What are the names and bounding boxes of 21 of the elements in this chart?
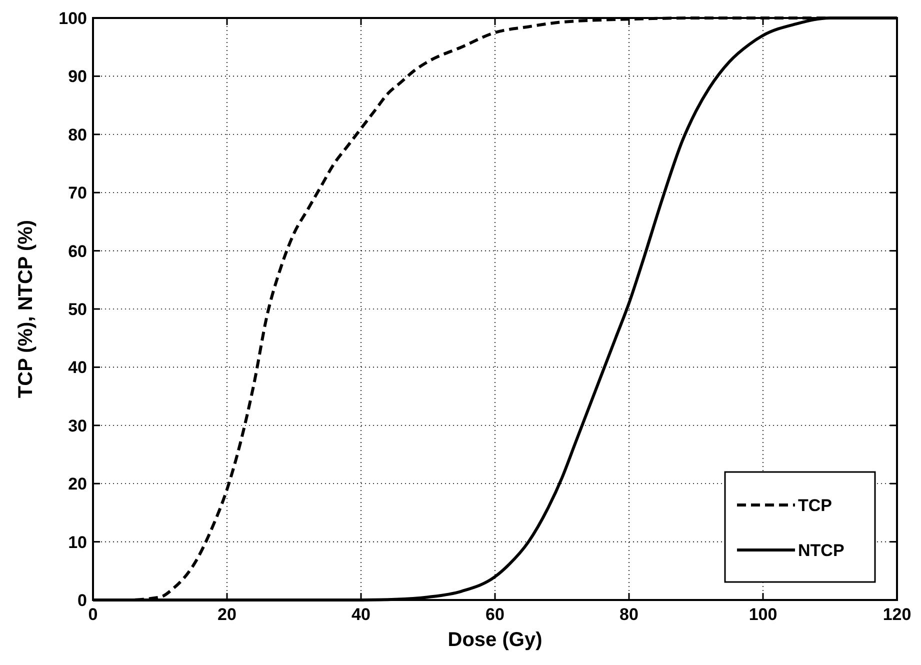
y-axis-title: TCP (%), NTCP (%) bbox=[15, 220, 37, 398]
y-tick-label: 80 bbox=[68, 125, 87, 144]
x-tick-label: 20 bbox=[218, 605, 236, 624]
x-tick-label: 40 bbox=[352, 605, 370, 624]
y-tick-label: 10 bbox=[68, 532, 87, 552]
y-tick-label: 70 bbox=[68, 184, 87, 203]
legend-label: TCP bbox=[798, 496, 832, 515]
legend-label: NTCP bbox=[798, 541, 844, 560]
y-tick-label: 30 bbox=[68, 416, 87, 436]
y-tick-label: 60 bbox=[68, 242, 87, 261]
x-tick-label: 80 bbox=[620, 605, 638, 624]
x-tick-label: 100 bbox=[748, 605, 778, 624]
x-tick-label: 120 bbox=[882, 605, 912, 624]
y-tick-label: 40 bbox=[68, 358, 87, 378]
x-tick-label: 60 bbox=[486, 605, 504, 624]
y-tick-label: 0 bbox=[78, 591, 87, 610]
y-tick-label: 90 bbox=[68, 67, 87, 86]
y-tick-label: 50 bbox=[68, 300, 87, 319]
x-axis-title: Dose (Gy) bbox=[448, 629, 542, 651]
y-tick-label: 100 bbox=[58, 9, 87, 28]
y-tick-label: 20 bbox=[68, 474, 87, 494]
